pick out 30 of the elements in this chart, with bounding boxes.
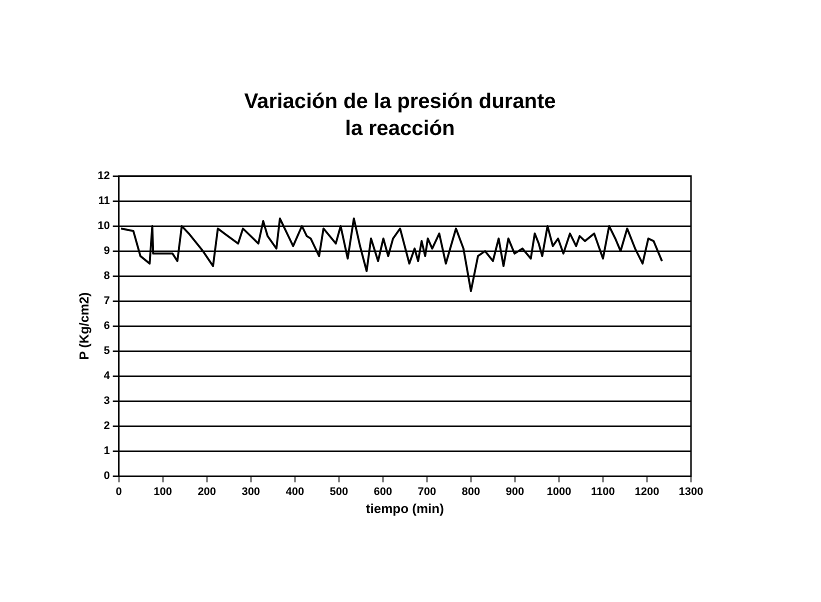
y-tick-label: 8 [104,270,110,282]
y-tick-label: 5 [104,345,110,358]
x-tick-label: 1200 [634,486,660,498]
y-tick-label: 3 [104,395,110,408]
chart-title: Variación de la presión durante la reacción [243,89,557,142]
x-tick-label: 300 [242,486,260,498]
x-tick-label: 1000 [546,486,572,498]
y-tick-label: 2 [104,420,110,432]
x-axis-title: tiempo (min) [366,500,444,516]
y-tick-label: 12 [98,170,110,182]
x-tick-label: 600 [374,486,392,498]
x-tick-label: 100 [154,486,172,498]
y-tick-label: 10 [98,220,110,232]
x-tick-label: 400 [286,486,304,498]
y-axis-title: P (Kg/cm2) [76,292,92,360]
y-tick-label: 11 [98,195,110,208]
x-tick-label: 900 [506,486,524,498]
x-tick-label: 500 [330,486,348,498]
y-tick-label: 0 [104,470,110,482]
x-tick-label: 800 [462,486,480,498]
y-tick-label: 6 [104,320,110,332]
x-tick-label: 200 [198,486,216,498]
x-tick-label: 1300 [678,486,704,498]
y-tick-label: 9 [104,245,110,258]
x-tick-label: 700 [418,486,436,498]
x-tick-label: 0 [116,486,122,498]
x-tick-label: 1100 [591,486,615,498]
y-tick-label: 1 [104,445,110,458]
y-tick-label: 4 [104,370,111,382]
y-tick-label: 7 [104,295,110,308]
